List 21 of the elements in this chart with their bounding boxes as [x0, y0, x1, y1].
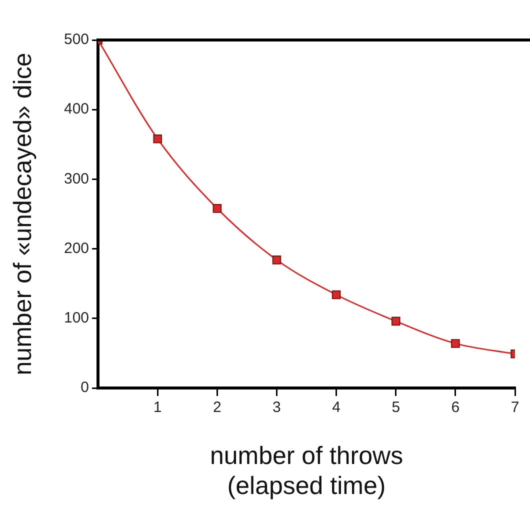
x-tick-label: 5: [392, 399, 400, 416]
y-tick-label: 300: [64, 170, 90, 188]
y-tick-label: 100: [64, 310, 90, 327]
point: [153, 134, 162, 144]
point: [332, 290, 341, 300]
point: [451, 339, 460, 348]
y-tick-label: 500: [64, 31, 90, 48]
x-tick-label: 4: [332, 399, 340, 416]
y-tick-label: 400: [64, 100, 90, 118]
x-tick-label: 6: [451, 399, 460, 416]
point: [212, 204, 222, 213]
point: [391, 316, 400, 326]
y-tick-label: 200: [64, 240, 90, 257]
x-tick-label: 7: [510, 399, 520, 416]
y-axis-title: number of «undecayed» dice: [8, 52, 37, 376]
x-tick-label: 3: [272, 399, 281, 416]
point: [272, 256, 282, 264]
x-tick-label: 2: [212, 399, 222, 416]
y-tick-label: 0: [80, 379, 90, 396]
x-tick-label: 1: [153, 399, 162, 416]
x-axis-title: number of throws (elapsed time): [210, 442, 404, 500]
